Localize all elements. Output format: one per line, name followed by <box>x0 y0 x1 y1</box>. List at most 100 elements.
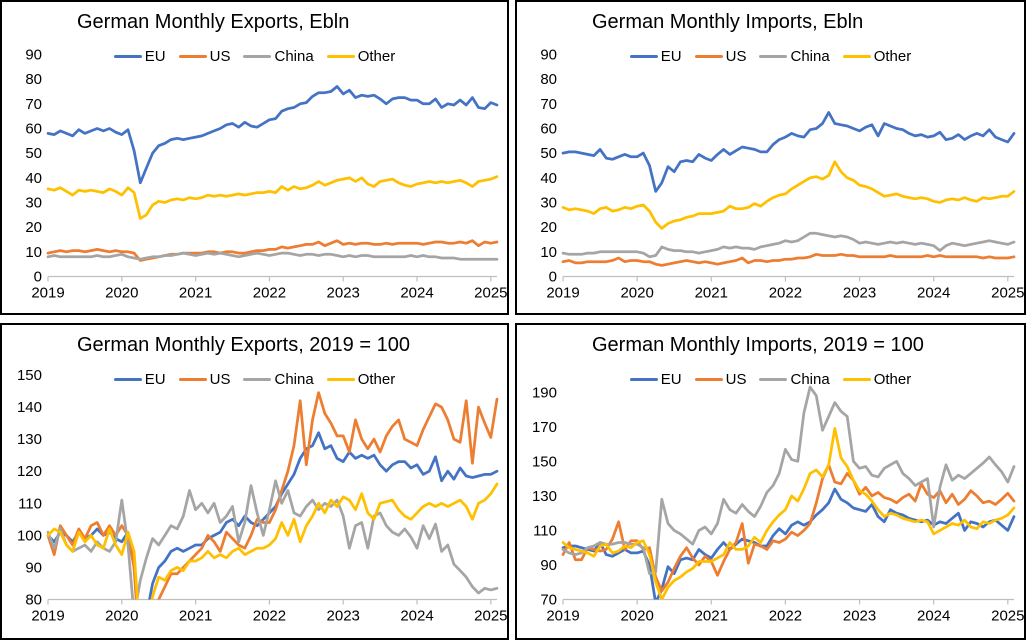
y-tick-label: 60 <box>540 120 557 137</box>
y-tick-label: 0 <box>34 269 42 286</box>
x-tick-label: 2025 <box>991 608 1024 625</box>
chart-legend: EU US China Other <box>517 371 1024 388</box>
y-tick-label: 90 <box>540 46 557 63</box>
chart-title: German Monthly Imports, 2019 = 100 <box>592 334 924 356</box>
legend-label: US <box>209 371 231 388</box>
chart-legend: EU US China Other <box>2 48 507 65</box>
y-tick-label: 60 <box>25 120 42 137</box>
series-line-china <box>46 479 499 600</box>
x-tick-label: 2019 <box>31 608 64 625</box>
series-line-eu <box>561 487 1016 600</box>
x-tick-label: 2021 <box>695 285 728 302</box>
legend-label: China <box>274 371 314 388</box>
series-line-eu <box>46 431 499 600</box>
series-line-other <box>561 427 1016 600</box>
series-line-eu <box>46 85 499 185</box>
chart-legend: EU US China Other <box>517 48 1024 65</box>
x-tick-label: 2020 <box>620 285 653 302</box>
series-line-us <box>46 239 499 262</box>
y-tick-label: 90 <box>25 46 42 63</box>
legend-item-eu: EU <box>113 48 166 65</box>
series-line-china <box>561 385 1016 575</box>
y-tick-label: 80 <box>25 71 42 88</box>
legend-label: Other <box>873 371 912 388</box>
x-tick-label: 2021 <box>179 608 212 625</box>
y-tick-label: 50 <box>540 145 557 162</box>
legend-item-eu: EU <box>629 48 682 65</box>
exports-level-chart: German Monthly Exports, Ebln EU US China Ot… <box>0 0 509 315</box>
legend-label: Other <box>357 48 396 65</box>
legend-item-other: Other <box>326 48 396 65</box>
x-tick-label: 2024 <box>917 285 950 302</box>
legend-label: US <box>209 48 231 65</box>
x-tick-label: 2024 <box>400 285 433 302</box>
legend-swatch-other <box>842 54 871 59</box>
x-tick-label: 2020 <box>620 608 653 625</box>
legend-label: EU <box>660 371 682 388</box>
y-tick-label: 0 <box>549 269 557 286</box>
legend-label: China <box>274 48 314 65</box>
legend-swatch-us <box>178 377 207 382</box>
legend-swatch-other <box>842 377 871 382</box>
y-tick-label: 90 <box>540 557 557 574</box>
y-tick-label: 30 <box>25 194 42 211</box>
legend-item-china: China <box>759 48 830 65</box>
series-line-eu <box>561 111 1016 193</box>
legend-item-china: China <box>759 371 830 388</box>
chart-plot-svg: 0 10 20 30 40 50 60 70 80 90 2019 2020 2021 2022 2023 2… <box>25 46 507 302</box>
legend-item-us: US <box>694 371 747 388</box>
y-tick-label: 110 <box>533 522 557 539</box>
y-tick-label: 130 <box>17 431 42 448</box>
series-line-china <box>46 251 499 261</box>
legend-swatch-us <box>694 54 723 59</box>
y-tick-label: 170 <box>532 419 557 436</box>
legend-swatch-china <box>759 377 788 382</box>
legend-item-china: China <box>243 371 314 388</box>
x-tick-label: 2020 <box>105 285 138 302</box>
legend-swatch-china <box>243 377 272 382</box>
y-tick-label: 70 <box>25 96 42 113</box>
legend-swatch-us <box>694 377 723 382</box>
legend-item-us: US <box>178 371 231 388</box>
chart-title: German Monthly Exports, Ebln <box>77 11 350 33</box>
imports-index-chart: German Monthly Imports, 2019 = 100 EU US C… <box>515 323 1026 640</box>
x-tick-label: 2023 <box>327 608 360 625</box>
legend-label: EU <box>144 371 166 388</box>
legend-label: EU <box>660 48 682 65</box>
y-tick-label: 10 <box>540 244 557 261</box>
legend-swatch-other <box>326 54 355 59</box>
chart-title: German Monthly Exports, 2019 = 100 <box>77 334 410 356</box>
legend-label: US <box>725 371 747 388</box>
x-tick-label: 2020 <box>105 608 138 625</box>
y-tick-label: 100 <box>17 527 42 544</box>
series-line-us <box>46 391 499 600</box>
y-tick-label: 130 <box>532 488 557 505</box>
y-tick-label: 40 <box>540 170 557 187</box>
legend-swatch-china <box>243 54 272 59</box>
exports-index-chart: German Monthly Exports, 2019 = 100 EU US C… <box>0 323 509 640</box>
legend-item-eu: EU <box>113 371 166 388</box>
legend-item-other: Other <box>842 48 912 65</box>
legend-item-us: US <box>178 48 231 65</box>
legend-swatch-eu <box>629 377 658 382</box>
legend-item-china: China <box>243 48 314 65</box>
legend-label: US <box>725 48 747 65</box>
legend-swatch-eu <box>629 54 658 59</box>
legend-item-other: Other <box>842 371 912 388</box>
series-line-other <box>561 160 1016 230</box>
legend-item-us: US <box>694 48 747 65</box>
legend-label: Other <box>873 48 912 65</box>
legend-item-eu: EU <box>629 371 682 388</box>
chart-plot-svg: 80 90 100 110 120 130 140 150 2019 2020 2021 2022 20… <box>17 367 507 625</box>
x-tick-label: 2021 <box>179 285 212 302</box>
y-tick-label: 80 <box>25 592 42 609</box>
x-tick-label: 2021 <box>695 608 728 625</box>
x-tick-label: 2024 <box>917 608 950 625</box>
x-tick-label: 2022 <box>769 285 802 302</box>
y-tick-label: 190 <box>532 384 557 401</box>
x-tick-label: 2023 <box>843 285 876 302</box>
imports-level-chart: German Monthly Imports, Ebln EU US China Ot… <box>515 0 1026 315</box>
legend-label: China <box>790 48 830 65</box>
y-tick-label: 40 <box>25 170 42 187</box>
